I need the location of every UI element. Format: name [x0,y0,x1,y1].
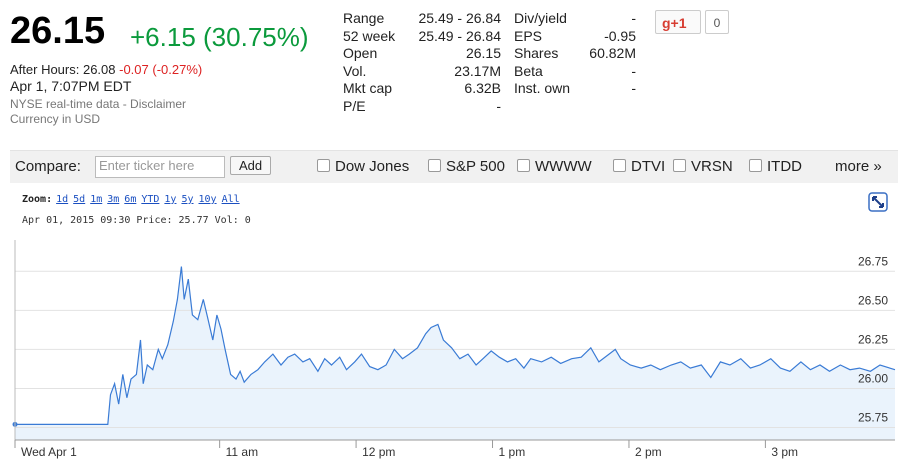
stat-row: Mkt cap 6.32B [343,80,501,98]
stat-row: EPS -0.95 [514,28,636,46]
stat-value: -0.95 [604,27,636,44]
compare-option[interactable]: VRSN [673,158,733,175]
stat-row: Div/yield - [514,10,636,28]
add-button[interactable]: Add [230,156,272,175]
compare-option-label: WWWW [535,158,592,175]
compare-option-label: ITDD [767,158,802,175]
stat-label: EPS [514,27,543,44]
compare-label: Compare: [15,158,81,175]
compare-bar: Compare: Enter ticker here Add more » Do… [10,150,898,183]
x-tick-label: 11 am [226,445,258,459]
stat-label: 52 week [343,27,396,44]
checkbox [428,159,441,172]
stat-value: 25.49 - 26.84 [418,10,501,26]
price-change: +6.15 (30.75%) [130,22,309,52]
ticker-input[interactable]: Enter ticker here [95,156,225,178]
checkbox [613,159,626,172]
stat-label: Div/yield [514,10,567,26]
zoom-link[interactable]: 1d [56,194,69,205]
stat-label: Open [343,45,378,62]
stat-value: - [496,97,501,114]
x-tick-label: 2 pm [635,445,662,459]
more-link[interactable]: more » [835,158,882,175]
after-hours-price: After Hours: 26.08 [10,62,116,77]
checkbox [749,159,762,172]
zoom-link[interactable]: 5y [181,194,194,205]
x-tick-label: 12 pm [362,445,395,459]
stat-row: Shares 60.82M [514,45,636,63]
compare-option-label: S&P 500 [446,158,505,175]
compare-option[interactable]: S&P 500 [428,158,505,175]
compare-option[interactable]: DTVI [613,158,665,175]
stat-row: Open 26.15 [343,45,501,63]
stat-value: 25.49 - 26.84 [418,27,501,44]
zoom-link[interactable]: 1y [164,194,177,205]
y-tick-label: 25.75 [858,411,888,425]
stat-value: 60.82M [589,45,636,62]
stat-value: 23.17M [454,62,501,79]
y-tick-label: 26.00 [858,371,888,385]
zoom-link[interactable]: 6m [124,194,137,205]
stat-row: Inst. own - [514,80,636,98]
stats-table-2: Div/yield - EPS -0.95 Shares 60.82M Beta - Inst.… [514,10,636,98]
stat-label: Shares [514,45,559,62]
y-tick-label: 26.25 [858,332,888,346]
line [15,266,896,425]
zoom-link[interactable]: 5d [73,194,86,205]
y-tick-label: 26.50 [858,293,888,307]
source[interactable]: NYSE real-time data - Disclaimer [10,97,187,111]
y-tick-label: 26.75 [858,254,888,268]
compare-option[interactable]: Dow Jones [317,158,409,175]
gplus-button[interactable]: g+1 [655,10,701,34]
stat-label: Range [343,10,385,26]
zoom-label: Zoom: [22,194,53,205]
zoom-link[interactable]: YTD [141,194,160,205]
zoom-link[interactable]: 10y [198,194,217,205]
stat-label: Inst. own [514,80,571,97]
zoom-link[interactable]: 1m [90,194,103,205]
stat-value: - [631,10,636,26]
after-hours: After Hours: 26.08 -0.07 (-0.27%) [10,62,202,77]
quote-time: Apr 1, 7:07PM EDT [10,78,132,94]
zoom-link[interactable]: All [221,194,240,205]
checkbox [317,159,330,172]
zoom-link[interactable]: 3m [107,194,120,205]
expand-icon[interactable] [868,192,888,212]
stat-row: 52 week 25.49 - 26.84 [343,28,501,46]
after-hours-change: -0.07 (-0.27%) [119,62,203,77]
checkbox [517,159,530,172]
stat-label: Mkt cap [343,80,393,97]
gplus-count: 0 [705,10,729,34]
checkbox [673,159,686,172]
price: 26.15 [10,10,106,52]
stat-row: Range 25.49 - 26.84 [343,10,501,28]
stat-row: Beta - [514,63,636,81]
x-tick-label: 3 pm [771,445,798,459]
hover-info: Apr 01, 2015 09:30 Price: 25.77 Vol: 0 [22,215,251,226]
stat-label: P/E [343,97,366,114]
stat-value: - [631,80,636,97]
compare-option[interactable]: ITDD [749,158,802,175]
compare-option-label: DTVI [631,158,666,175]
currency: Currency in USD [10,112,101,126]
chart: 25.75 26.00 26.25 26.50 26.75 Wed Apr 1 11 am 1… [12,240,896,459]
stat-label: Vol. [343,62,367,79]
x-tick-label: Wed Apr 1 [21,445,77,459]
stat-value: 6.32B [464,80,501,97]
compare-option-label: Dow Jones [335,158,410,175]
compare-option-label: VRSN [691,158,733,175]
stat-value: - [631,62,636,79]
stat-row: P/E - [343,98,501,116]
x-tick-label: 1 pm [499,445,526,459]
zoom-bar: Zoom: 1d 5d 1m 3m 6m YTD 1y 5y 10y All [22,194,245,205]
stat-row: Vol. 23.17M [343,63,501,81]
stats-table: Range 25.49 - 26.84 52 week 25.49 - 26.84 Op… [343,10,501,116]
compare-option[interactable]: WWWW [517,158,592,175]
stat-label: Beta [514,62,543,79]
stat-value: 26.15 [465,45,501,62]
